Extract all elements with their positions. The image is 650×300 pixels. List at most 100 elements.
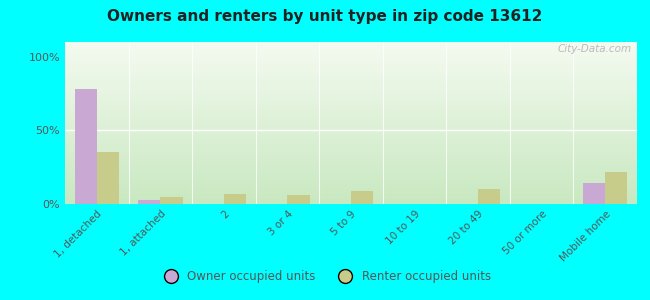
Bar (351, 191, 373, 204)
Bar (65, 167, 637, 168)
Bar (65, 155, 637, 157)
Bar (65, 189, 637, 191)
Bar (478, 189, 500, 204)
Bar (605, 172, 627, 204)
Bar (65, 107, 637, 108)
Bar (65, 193, 637, 194)
Bar (65, 138, 637, 139)
Bar (287, 195, 309, 204)
Bar (65, 196, 637, 197)
Bar (65, 128, 637, 130)
Bar (65, 130, 637, 131)
Bar (65, 178, 637, 180)
Bar (65, 100, 637, 102)
Bar (65, 164, 637, 165)
Bar (65, 42, 637, 44)
Bar (65, 197, 637, 199)
Bar (65, 133, 637, 134)
Bar (65, 120, 637, 122)
Bar (65, 147, 637, 149)
Bar (65, 92, 637, 94)
Bar (65, 94, 637, 95)
Bar (65, 126, 637, 128)
Bar (65, 144, 637, 146)
Bar (65, 60, 637, 61)
Bar (65, 160, 637, 162)
Bar (65, 152, 637, 154)
Bar (65, 172, 637, 173)
Legend: Owner occupied units, Renter occupied units: Owner occupied units, Renter occupied un… (154, 266, 496, 288)
Bar (65, 157, 637, 159)
Bar (65, 180, 637, 181)
Bar (65, 194, 637, 196)
Bar (65, 181, 637, 183)
Bar (65, 97, 637, 99)
Bar (65, 87, 637, 89)
Bar (65, 159, 637, 160)
Bar (65, 151, 637, 152)
Bar (65, 53, 637, 55)
Bar (65, 168, 637, 170)
Bar (65, 165, 637, 167)
Bar (65, 183, 637, 184)
Bar (65, 73, 637, 74)
Bar (65, 115, 637, 116)
Bar (65, 66, 637, 68)
Text: Owners and renters by unit type in zip code 13612: Owners and renters by unit type in zip c… (107, 9, 543, 24)
Bar (65, 184, 637, 186)
Bar (65, 173, 637, 175)
Bar (65, 45, 637, 47)
Bar (65, 175, 637, 176)
Bar (65, 50, 637, 52)
Bar (65, 199, 637, 201)
Bar (65, 76, 637, 78)
Bar (65, 81, 637, 82)
Bar (65, 63, 637, 65)
Bar (65, 186, 637, 188)
Bar (65, 139, 637, 141)
Bar (65, 57, 637, 58)
Bar (65, 134, 637, 136)
Bar (65, 99, 637, 100)
Bar (65, 170, 637, 172)
Bar (65, 201, 637, 203)
Bar (224, 194, 246, 204)
Bar (65, 113, 637, 115)
Bar (65, 82, 637, 84)
Bar (65, 122, 637, 123)
Text: City-Data.com: City-Data.com (557, 44, 631, 54)
Bar (65, 79, 637, 81)
Bar (65, 89, 637, 91)
Bar (65, 86, 637, 87)
Bar (97, 152, 119, 204)
Bar (65, 108, 637, 110)
Bar (65, 116, 637, 118)
Bar (65, 49, 637, 50)
Bar (65, 176, 637, 178)
Bar (65, 52, 637, 53)
Bar (65, 44, 637, 45)
Bar (138, 200, 161, 204)
Bar (65, 95, 637, 97)
Bar (65, 112, 637, 113)
Bar (65, 110, 637, 112)
Bar (65, 202, 637, 204)
Bar (65, 124, 637, 126)
Bar (65, 105, 637, 107)
Bar (583, 183, 605, 204)
Bar (65, 58, 637, 60)
Bar (65, 70, 637, 71)
Bar (161, 196, 183, 204)
Bar (75, 89, 97, 204)
Bar (65, 61, 637, 63)
Bar (65, 74, 637, 76)
Bar (65, 65, 637, 66)
Bar (65, 123, 637, 124)
Bar (65, 118, 637, 120)
Bar (65, 136, 637, 138)
Bar (65, 142, 637, 144)
Bar (65, 47, 637, 49)
Bar (65, 84, 637, 86)
Bar (65, 146, 637, 147)
Bar (65, 149, 637, 151)
